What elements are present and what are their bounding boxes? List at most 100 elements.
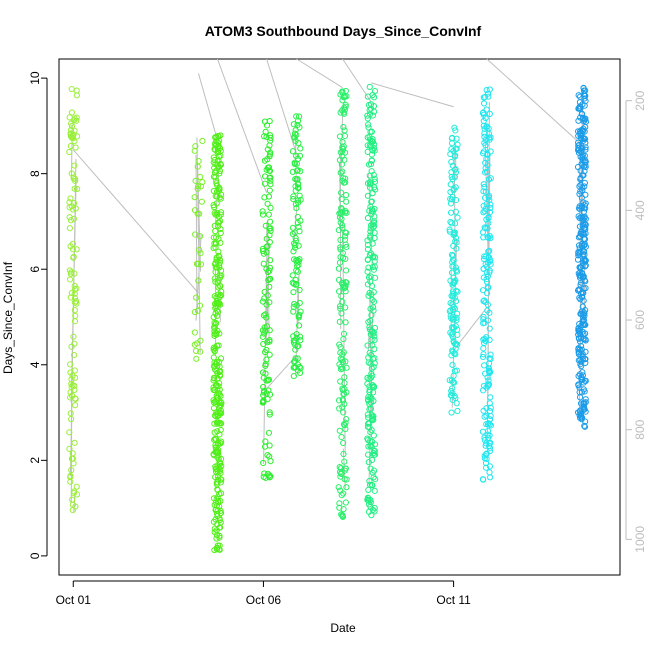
data-point [342,304,349,311]
data-point [368,427,375,434]
data-point [371,263,378,270]
data-point [368,198,375,205]
data-point [487,204,494,212]
data-point [366,420,373,427]
data-point [212,303,220,310]
data-point [267,257,274,264]
data-point [335,226,342,234]
data-point [450,231,457,239]
data-point [294,213,301,221]
data-point [264,377,272,384]
data-point [577,290,585,297]
data-point [259,333,266,340]
data-point [371,467,378,474]
data-point [265,429,273,436]
data-point [579,372,586,379]
data-point [216,391,223,398]
data-point [214,494,221,501]
data-point [210,495,218,502]
data-point [480,345,487,352]
data-point [290,121,297,128]
connector-line [72,149,199,294]
data-point [267,132,274,139]
data-point [195,157,202,165]
data-point [210,244,217,252]
data-point [364,192,371,199]
x-axis: Oct 01 Oct 06 Oct 11 [56,580,471,607]
data-point [485,259,492,266]
data-point [215,452,222,459]
data-point [215,252,222,260]
data-point [295,223,302,231]
data-point [485,377,492,384]
data-point [364,214,372,222]
data-point [71,439,78,446]
data-point [482,370,489,377]
data-point [341,285,348,292]
data-point [70,352,78,359]
data-point [196,246,203,254]
data-point [217,229,224,237]
data-point [263,314,270,321]
data-point [343,267,350,274]
data-point [369,389,377,396]
data-point [367,161,375,168]
data-point [197,250,204,257]
data-point [454,288,461,295]
data-point [340,439,347,447]
data-point [486,369,493,377]
data-point [71,270,78,277]
trace-line [367,292,372,352]
data-point [292,346,299,353]
data-point [451,367,458,375]
data-point [575,252,582,259]
data-point [211,525,218,532]
data-point [71,402,79,409]
data-point [369,190,376,197]
data-point [339,298,346,305]
data-point [370,451,378,459]
data-point [266,351,273,358]
data-point [367,498,374,506]
data-point [370,432,377,439]
data-point [336,427,343,434]
data-point [262,349,269,356]
data-point [66,276,74,283]
data-point [69,496,76,503]
data-point [370,218,378,225]
data-point [370,298,378,305]
data-point [71,299,79,306]
data-point [486,432,493,439]
data-point [481,413,488,420]
data-point [482,299,489,306]
data-point [372,475,379,483]
data-point [297,196,304,203]
data-point [336,500,343,507]
data-point [73,300,80,307]
data-point [582,157,589,164]
y-axis-label: Days_Since_ConvInf [1,261,15,374]
data-point [192,231,199,238]
data-point [340,506,347,513]
data-point [199,137,206,145]
data-point [371,447,378,455]
data-point [483,263,491,270]
data-point [66,429,73,436]
data-point [343,484,350,491]
data-point [364,435,371,442]
data-point [341,476,348,483]
data-point [578,160,585,167]
data-point [370,103,378,110]
data-point [367,128,374,135]
data-point [68,109,76,116]
data-point [294,180,302,187]
data-point [214,209,221,216]
data-point [447,188,454,196]
data-point [259,248,267,255]
data-point [266,474,273,481]
data-point [452,264,459,271]
data-point [343,416,350,423]
data-point [339,365,346,372]
data-point [341,104,348,111]
